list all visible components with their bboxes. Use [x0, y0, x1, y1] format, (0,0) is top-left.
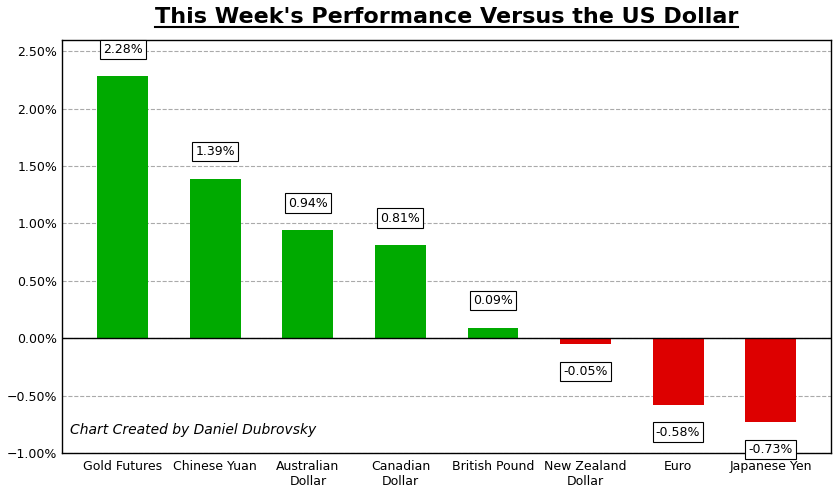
Text: 2.28%: 2.28% [103, 43, 142, 56]
Text: -0.58%: -0.58% [656, 426, 701, 439]
Bar [375, 245, 426, 338]
Text: 0.81%: 0.81% [380, 211, 421, 225]
Text: -0.05%: -0.05% [563, 365, 608, 378]
Text: 0.94%: 0.94% [288, 197, 328, 209]
Bar [745, 338, 796, 422]
Bar [97, 76, 148, 338]
Bar [190, 179, 241, 338]
Bar [653, 338, 704, 405]
Text: 1.39%: 1.39% [195, 145, 235, 158]
Title: This Week's Performance Versus the US Dollar: This Week's Performance Versus the US Do… [155, 7, 738, 27]
Text: Chart Created by Daniel Dubrovsky: Chart Created by Daniel Dubrovsky [70, 423, 316, 437]
Text: 0.09%: 0.09% [473, 294, 513, 307]
Bar [468, 328, 519, 338]
Bar [282, 230, 334, 338]
Bar [560, 338, 611, 344]
Text: -0.73%: -0.73% [748, 443, 793, 456]
